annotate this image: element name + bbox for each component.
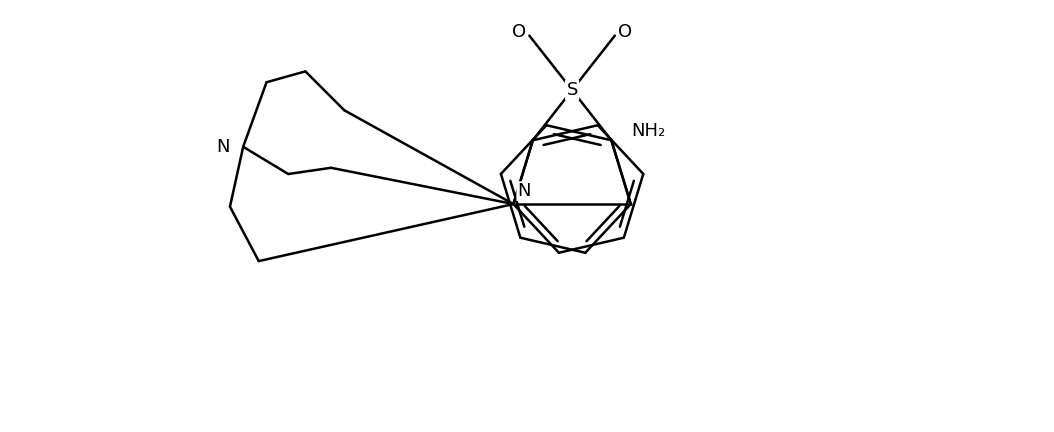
Text: N: N bbox=[216, 138, 230, 156]
Text: O: O bbox=[512, 23, 526, 41]
Text: NH₂: NH₂ bbox=[630, 122, 665, 140]
Text: N: N bbox=[518, 182, 531, 200]
Text: S: S bbox=[566, 81, 578, 99]
Text: O: O bbox=[618, 23, 632, 41]
